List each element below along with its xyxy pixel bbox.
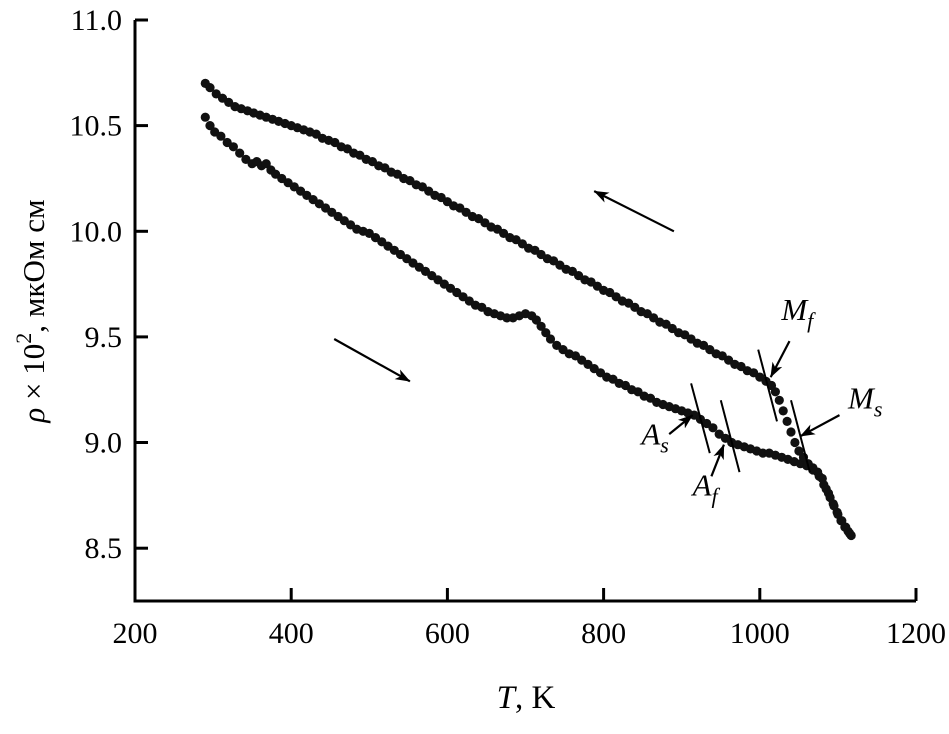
data-point bbox=[774, 395, 784, 405]
data-point bbox=[821, 484, 831, 494]
annotation-as-main: A bbox=[639, 417, 661, 452]
y-tick-label: 9.5 bbox=[85, 321, 123, 354]
data-point bbox=[235, 148, 245, 158]
data-point bbox=[261, 159, 271, 169]
x-tick-label: 600 bbox=[425, 617, 470, 650]
data-point bbox=[211, 89, 221, 99]
data-point bbox=[200, 112, 210, 122]
data-point bbox=[216, 131, 226, 141]
y-axis-title-superscript: 2 bbox=[11, 333, 36, 344]
data-point bbox=[228, 142, 238, 152]
y-axis: 8.5 9.0 9.5 10.0 10.5 11.0 ρ × 102, мкОм см bbox=[11, 4, 148, 565]
data-point bbox=[825, 492, 835, 503]
x-tick-label: 200 bbox=[113, 617, 158, 650]
data-point bbox=[531, 315, 542, 325]
x-tick-label: 800 bbox=[581, 617, 626, 650]
heating-branch bbox=[200, 112, 856, 541]
data-point bbox=[786, 427, 796, 437]
annotation-ms-subscript: s bbox=[874, 397, 883, 422]
data-point bbox=[541, 328, 551, 338]
x-tick-label: 1000 bbox=[730, 617, 790, 650]
annotation-ms-arrow bbox=[799, 414, 841, 438]
annotation-as-tangent-line bbox=[690, 383, 711, 454]
y-tick-label: 10.5 bbox=[70, 110, 123, 143]
annotation-as-label: As bbox=[639, 417, 669, 458]
cooling-branch bbox=[200, 78, 855, 539]
data-point bbox=[200, 78, 210, 88]
annotation-af-subscript: f bbox=[712, 483, 721, 508]
annotation-af-main: A bbox=[691, 467, 713, 502]
x-tick-label: 400 bbox=[269, 617, 314, 650]
data-point bbox=[833, 509, 843, 519]
data-point bbox=[778, 406, 788, 416]
annotation-af-tangent-line bbox=[719, 400, 741, 473]
x-axis-title-symbol: T bbox=[497, 680, 518, 716]
data-point bbox=[829, 501, 839, 511]
data-point bbox=[794, 446, 804, 456]
y-tick-label: 9.0 bbox=[85, 427, 123, 460]
annotation-mf-main: M bbox=[780, 292, 809, 327]
annotation-ms-main: M bbox=[847, 381, 876, 416]
cooling-direction-arrow bbox=[593, 190, 675, 233]
data-point bbox=[758, 448, 768, 458]
annotation-mf-subscript: f bbox=[807, 308, 816, 333]
data-point bbox=[782, 416, 792, 426]
annotation-mf-label: Mf bbox=[780, 292, 816, 333]
data-point bbox=[205, 121, 215, 131]
y-axis-title-rho: ρ bbox=[16, 408, 51, 424]
annotation-ms-label: Ms bbox=[847, 381, 882, 422]
y-axis-title-units: , мкОм см bbox=[16, 199, 51, 332]
annotation-mf-tangent-line bbox=[757, 349, 778, 422]
x-axis: 200 400 600 800 1000 1200 T, K bbox=[113, 588, 946, 716]
data-point bbox=[545, 334, 556, 344]
data-point bbox=[817, 473, 827, 484]
annotation-af-label: Af bbox=[691, 467, 721, 508]
y-tick-label: 10.0 bbox=[70, 215, 123, 248]
x-axis-title: T, K bbox=[497, 680, 556, 716]
y-tick-label: 11.0 bbox=[71, 4, 122, 37]
data-point bbox=[536, 321, 546, 331]
x-axis-title-units: , K bbox=[515, 680, 556, 716]
annotation-as-arrow bbox=[668, 414, 694, 435]
annotation-mf-arrow bbox=[769, 340, 791, 378]
direction-arrows bbox=[333, 190, 675, 383]
data-point bbox=[708, 423, 718, 433]
y-axis-title: ρ × 102, мкОм см bbox=[11, 199, 51, 423]
x-tick-label: 1200 bbox=[886, 617, 946, 650]
data-point bbox=[790, 437, 800, 448]
annotation-af-arrow bbox=[710, 444, 725, 477]
heating-direction-arrow bbox=[333, 338, 411, 383]
y-axis-title-mid: × 10 bbox=[16, 344, 51, 408]
y-tick-label: 8.5 bbox=[85, 532, 123, 565]
annotation-as-subscript: s bbox=[660, 433, 669, 458]
